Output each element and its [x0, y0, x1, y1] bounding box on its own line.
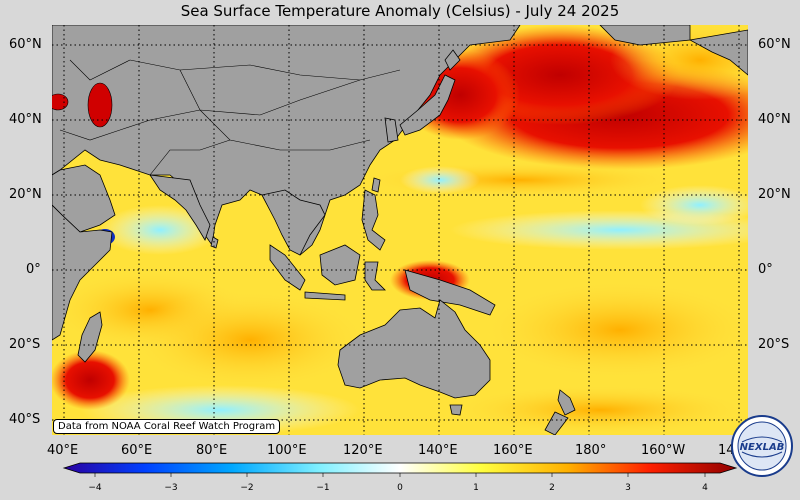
colorbar-tick: −1: [316, 483, 330, 493]
map-plot-area: [52, 25, 748, 435]
land-masses: [52, 25, 748, 435]
lon-label: 80°E: [196, 443, 228, 458]
lat-label-left: 40°S: [9, 412, 41, 427]
lat-label-left: 20°S: [9, 337, 41, 352]
lon-label: 100°E: [267, 443, 307, 458]
lat-label-left: 60°N: [9, 37, 42, 52]
lat-label-left: 40°N: [9, 112, 42, 127]
country-borders: [59, 59, 401, 176]
lat-label-right: 20°N: [758, 187, 791, 202]
lat-label-right: 60°N: [758, 37, 791, 52]
colorbar-tick: −4: [88, 483, 102, 493]
lat-label-right: 0°: [758, 262, 773, 277]
lon-label: 160°E: [493, 443, 533, 458]
colorbar-tick: −2: [240, 483, 254, 493]
lon-label: 14: [718, 443, 735, 458]
lon-label: 180°: [575, 443, 607, 458]
anomaly-field: [52, 25, 748, 435]
map-title: Sea Surface Temperature Anomaly (Celsius…: [180, 2, 620, 20]
colorbar: [62, 462, 738, 477]
lon-label: 40°E: [47, 443, 79, 458]
nexlab-logo: NEXLAB: [731, 415, 793, 477]
lon-label: 60°E: [121, 443, 153, 458]
data-credit: Data from NOAA Coral Reef Watch Program: [53, 419, 281, 434]
graticule: [52, 25, 748, 435]
lon-label: 140°E: [418, 443, 458, 458]
lon-label: 160°W: [641, 443, 686, 458]
colorbar-tick: 1: [473, 483, 479, 493]
caspian-sea: [87, 82, 113, 128]
colorbar-tick: 2: [549, 483, 555, 493]
logo-text: NEXLAB: [740, 442, 785, 453]
colorbar-tick: −3: [164, 483, 178, 493]
lat-label-left: 0°: [26, 262, 41, 277]
colorbar-tick: 0: [397, 483, 403, 493]
black-sea: [52, 93, 69, 111]
colorbar-tick: 3: [625, 483, 631, 493]
lat-label-left: 20°N: [9, 187, 42, 202]
colorbar-tick: 4: [702, 483, 708, 493]
lon-label: 120°E: [343, 443, 383, 458]
lat-label-right: 20°S: [758, 337, 790, 352]
lat-label-right: 40°N: [758, 112, 791, 127]
